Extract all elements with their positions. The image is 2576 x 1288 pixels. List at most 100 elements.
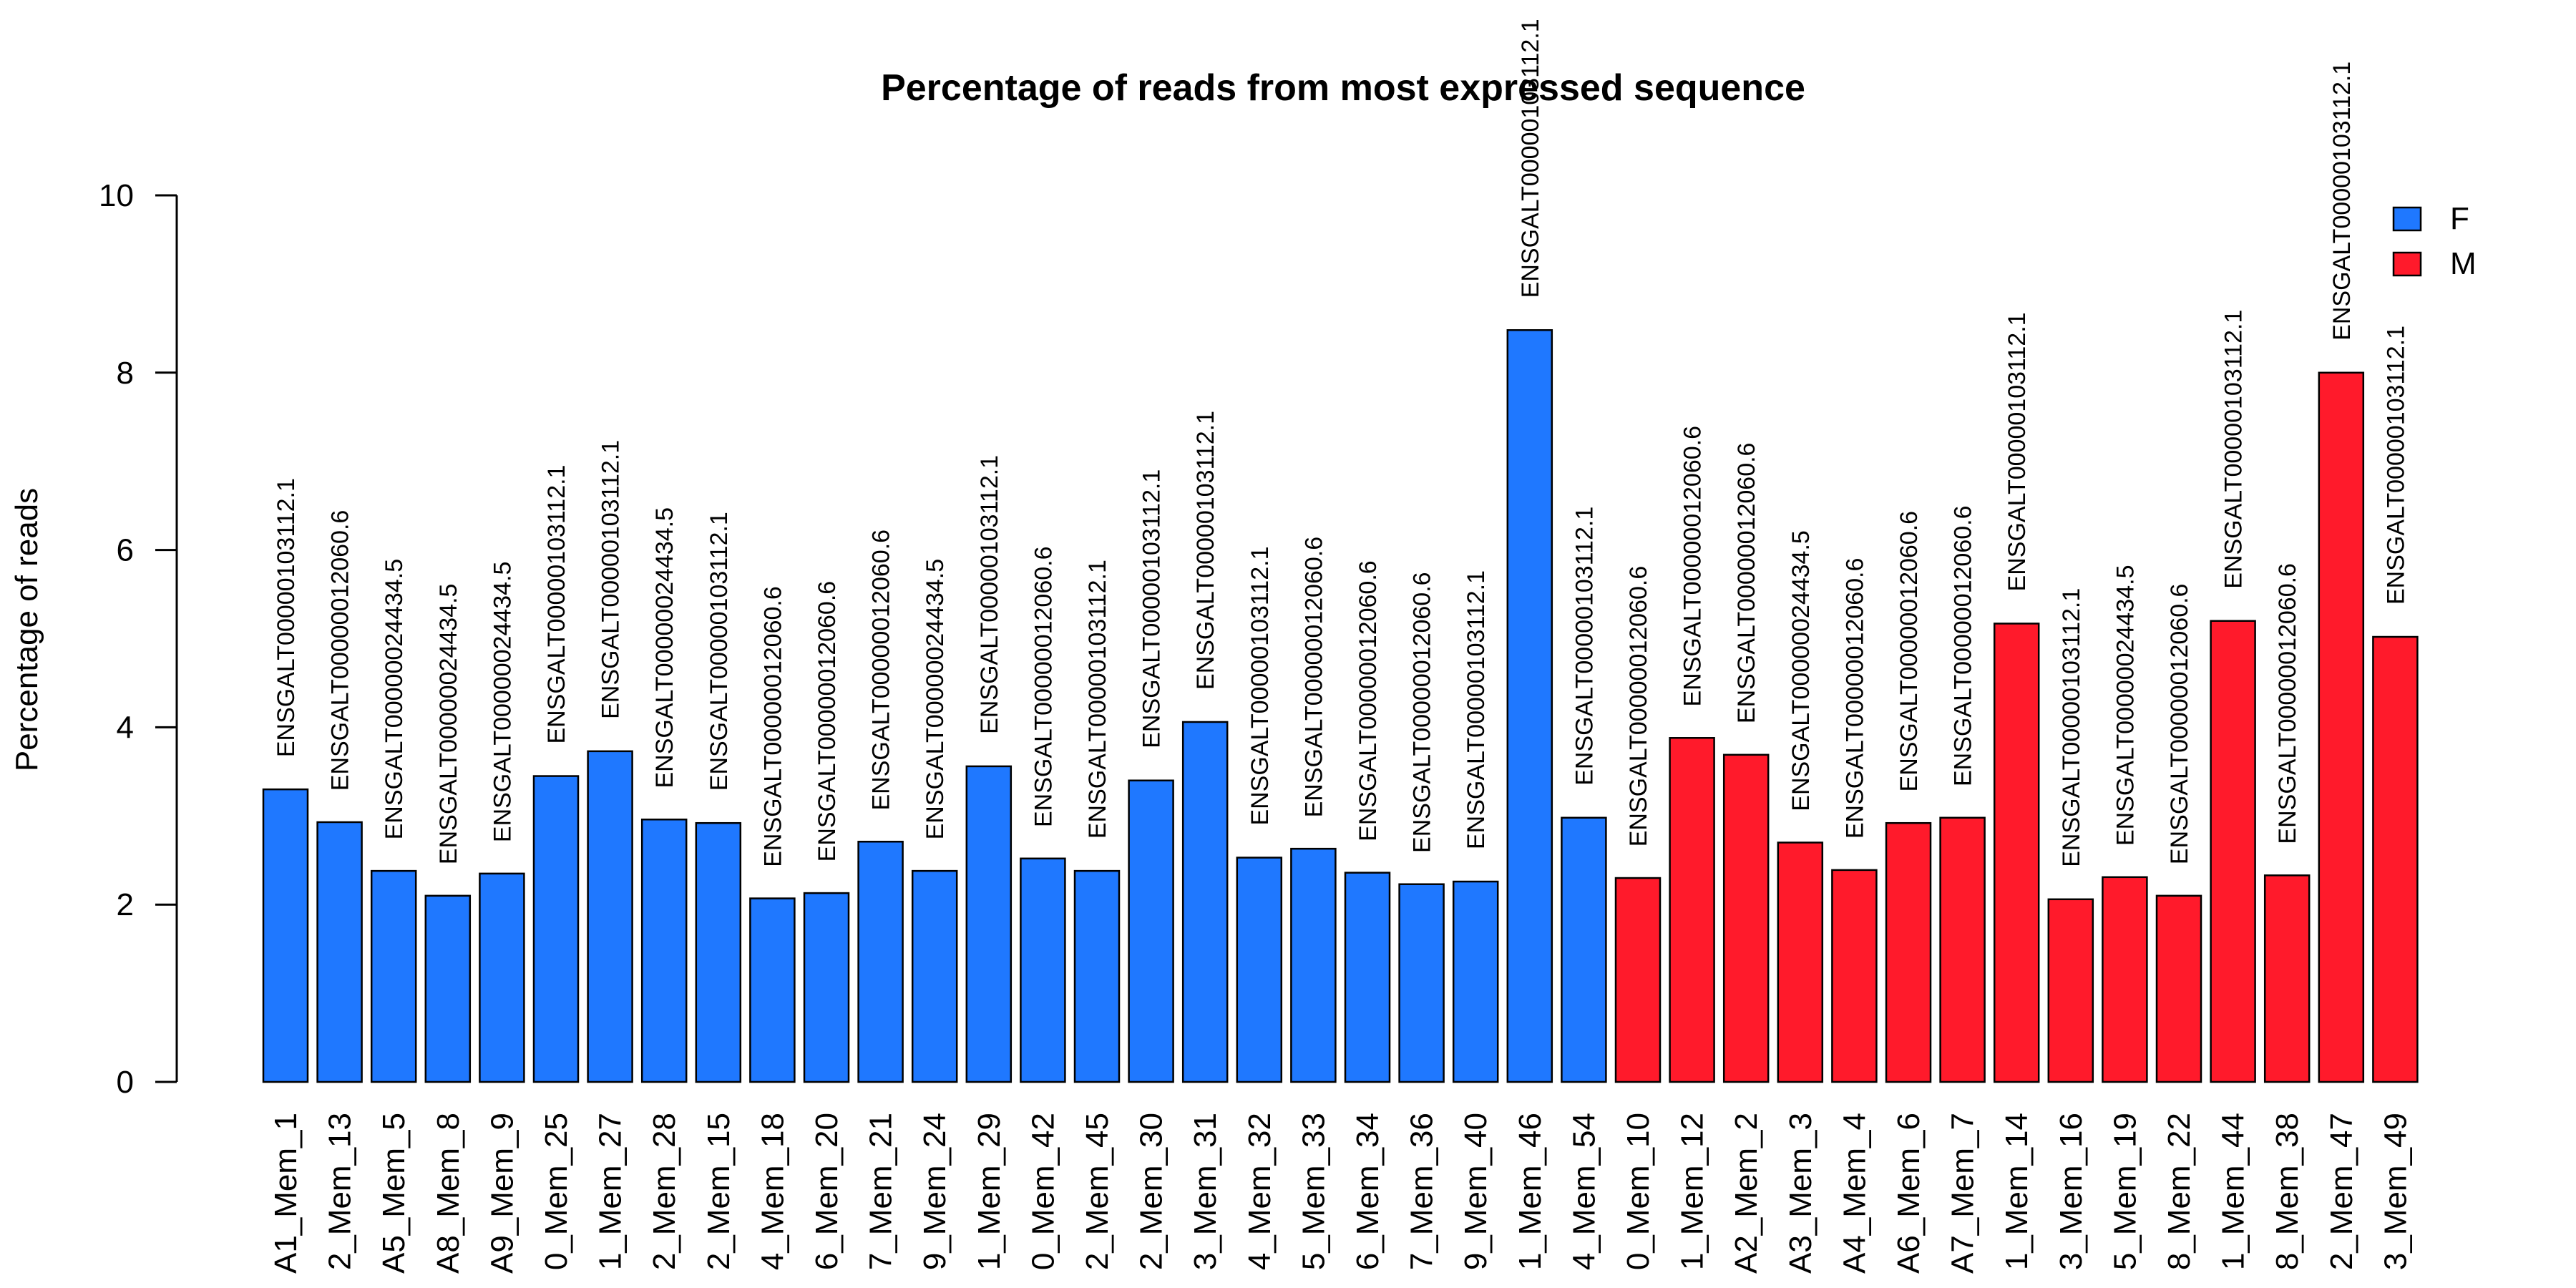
bar [1939, 816, 1986, 1083]
x-tick-label: A7_Mem_7 [1946, 1113, 1981, 1274]
x-tick-label: 6_Mem_20 [809, 1113, 844, 1270]
bar [911, 869, 958, 1083]
bar-label: ENSGALT00000103112.1 [976, 455, 1003, 734]
bar-label: ENSGALT00000012060.6 [1625, 566, 1652, 847]
bar-label: ENSGALT00000103112.1 [597, 440, 625, 719]
x-tick-label: 1_Mem_27 [593, 1113, 628, 1270]
bar [262, 788, 309, 1083]
bar [1614, 877, 1662, 1083]
y-tick-label: 2 [117, 887, 134, 922]
x-tick-labels: A1_Mem_1 2_Mem_13 A5_Mem_5 A8_Mem_8 A9_Mem_9… [268, 1113, 2413, 1274]
bar [857, 840, 904, 1083]
x-tick-label: 8_Mem_22 [2162, 1113, 2197, 1270]
bar [1236, 857, 1283, 1083]
bar-label: ENSGALT00000103112.1 [1192, 411, 1219, 690]
x-tick-label: 1_Mem_14 [1999, 1113, 2034, 1270]
bar [1885, 821, 1932, 1083]
bar [1993, 623, 2040, 1083]
x-tick-label: 7_Mem_36 [1405, 1113, 1440, 1270]
bar-label: ENSGALT00000024434.5 [651, 507, 678, 789]
bar [2047, 898, 2094, 1083]
x-tick-label: 0_Mem_25 [539, 1113, 574, 1270]
x-tick-label: 1_Mem_12 [1675, 1113, 1710, 1270]
x-tick-label: 4_Mem_54 [1566, 1113, 1601, 1270]
x-tick-label: 0_Mem_10 [1621, 1113, 1656, 1270]
bar [479, 872, 525, 1083]
x-tick-label: 2_Mem_28 [647, 1113, 682, 1270]
bar-labels: ENSGALT00000103112.1 ENSGALT00000012060.6… [273, 19, 2409, 867]
x-tick-label: 2_Mem_45 [1080, 1113, 1115, 1270]
y-tick-label: 4 [117, 710, 134, 745]
legend-swatch [2392, 206, 2422, 232]
y-tick-label: 8 [117, 356, 134, 391]
bar [2102, 876, 2148, 1083]
bar-label: ENSGALT00000103112.1 [1246, 547, 1274, 826]
x-tick-label: 5_Mem_33 [1296, 1113, 1331, 1270]
y-axis-label: Percentage of reads [9, 488, 44, 771]
bar [1777, 841, 1824, 1083]
bar-label: ENSGALT00000012060.6 [1841, 558, 1868, 839]
bar [803, 892, 850, 1083]
bar-label: ENSGALT00000103112.1 [1138, 469, 1166, 748]
bar-label: ENSGALT00000012060.6 [2166, 584, 2193, 865]
bar [1344, 872, 1391, 1083]
x-tick-label: 3_Mem_49 [2378, 1113, 2413, 1270]
bar [587, 750, 633, 1083]
bar [965, 765, 1013, 1083]
bar [1128, 779, 1174, 1083]
bar [1452, 880, 1499, 1083]
x-tick-label: 2_Mem_15 [701, 1113, 736, 1270]
bar-label: ENSGALT00000103112.1 [1084, 560, 1111, 839]
x-tick-label: 2_Mem_47 [2324, 1113, 2359, 1270]
bar [532, 775, 580, 1083]
bar-label: ENSGALT00000012060.6 [1733, 443, 1760, 724]
x-tick-label: 2_Mem_30 [1134, 1113, 1169, 1270]
bar [640, 819, 688, 1083]
x-tick-label: A6_Mem_6 [1891, 1113, 1926, 1274]
x-tick-label: 5_Mem_19 [2107, 1113, 2142, 1270]
legend: FM [2392, 201, 2477, 281]
bar-label: ENSGALT00000024434.5 [1787, 530, 1815, 811]
bar [1561, 816, 1607, 1083]
bar [2318, 371, 2365, 1083]
bar [2155, 894, 2202, 1083]
x-tick-label: 4_Mem_18 [755, 1113, 790, 1270]
x-tick-label: 6_Mem_34 [1350, 1113, 1385, 1270]
bars [262, 329, 2419, 1083]
bar [424, 894, 472, 1083]
x-tick-label: 2_Mem_13 [323, 1113, 358, 1270]
bar-label: ENSGALT00000012060.6 [759, 586, 786, 867]
bar-label: ENSGALT00000103112.1 [2328, 62, 2356, 341]
y-tick-label: 10 [99, 178, 134, 213]
bar-label: ENSGALT00000103112.1 [2004, 312, 2031, 591]
x-tick-label: A1_Mem_1 [268, 1113, 303, 1274]
bar [1669, 737, 1715, 1083]
bar [1073, 869, 1121, 1083]
bar [1722, 753, 1770, 1083]
bar-label: ENSGALT00000024434.5 [922, 559, 949, 840]
x-tick-label: A3_Mem_3 [1783, 1113, 1818, 1274]
bar-label: ENSGALT00000103112.1 [1463, 570, 1490, 849]
y-tick-label: 6 [117, 533, 134, 568]
legend-label: M [2450, 246, 2477, 281]
bar-label: ENSGALT00000012060.6 [1030, 546, 1057, 827]
bar-label: ENSGALT00000012060.6 [1950, 506, 1977, 787]
bar-label: ENSGALT00000012060.6 [1300, 537, 1327, 818]
x-tick-label: A8_Mem_8 [431, 1113, 466, 1274]
bar-label: ENSGALT00000012060.6 [868, 530, 895, 811]
bar [1831, 869, 1878, 1083]
bar-label: ENSGALT00000103112.1 [1571, 507, 1598, 786]
chart-title: Percentage of reads from most expressed … [881, 67, 1805, 109]
bar-label: ENSGALT00000103112.1 [2382, 326, 2409, 605]
x-tick-label: 3_Mem_16 [2054, 1113, 2089, 1270]
bar [2263, 874, 2311, 1083]
bar [1020, 857, 1066, 1083]
bar [2210, 620, 2256, 1083]
bar-label: ENSGALT00000012060.6 [327, 510, 354, 791]
bar-label: ENSGALT00000024434.5 [2112, 565, 2139, 847]
x-tick-label: A4_Mem_4 [1837, 1113, 1872, 1274]
bar [695, 821, 742, 1083]
legend-swatch [2392, 251, 2422, 277]
bar [749, 897, 796, 1083]
bar-label: ENSGALT00000103112.1 [2058, 588, 2085, 867]
